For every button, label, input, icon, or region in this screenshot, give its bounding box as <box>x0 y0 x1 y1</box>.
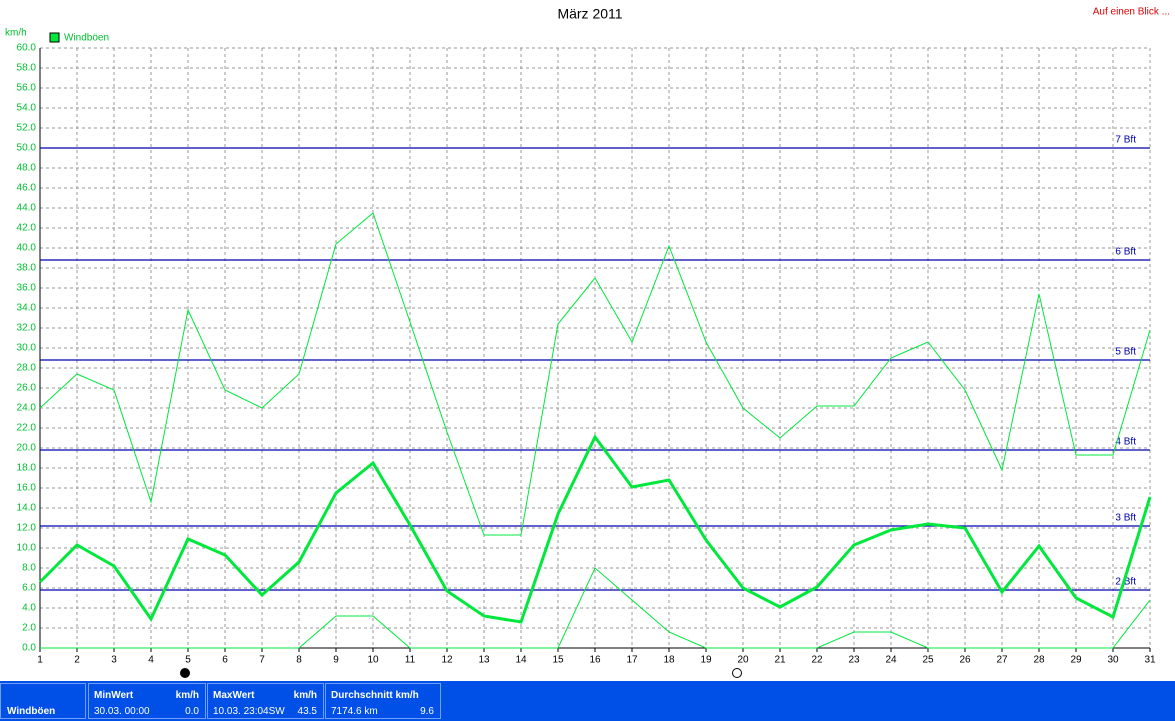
beaufort-label: 2 Bft <box>1115 577 1136 588</box>
x-tick-label: 23 <box>848 655 860 666</box>
beaufort-label: 4 Bft <box>1115 437 1136 448</box>
summary-header: Durchschnitt km/h <box>331 690 419 701</box>
summary-left: 10.03. 23:04SW <box>213 706 285 717</box>
summary-right: 0.0 <box>185 706 199 717</box>
y-tick-label: 56.0 <box>17 83 37 94</box>
overview-link[interactable]: Auf einen Blick ... <box>1093 7 1170 18</box>
y-tick-label: 0.0 <box>22 643 36 654</box>
beaufort-label: 7 Bft <box>1115 135 1136 146</box>
x-tick-label: 14 <box>515 655 527 666</box>
x-tick-label: 10 <box>367 655 379 666</box>
x-tick-label: 13 <box>478 655 490 666</box>
y-tick-label: 36.0 <box>17 283 37 294</box>
summary-right: 43.5 <box>297 706 317 717</box>
x-tick-label: 1 <box>37 655 43 666</box>
y-tick-label: 52.0 <box>17 123 37 134</box>
summary-left: 7174.6 km <box>331 706 378 717</box>
y-tick-label: 16.0 <box>17 483 37 494</box>
summary-unit: km/h <box>175 690 199 701</box>
summary-cell: MinWert km/h 30.03. 00:00 0.0 <box>88 683 206 719</box>
summary-label: Windböen <box>7 706 56 717</box>
summary-bar: Windböen MinWert km/h 30.03. 00:00 0.0 M… <box>0 681 1175 721</box>
y-tick-label: 60.0 <box>17 43 37 54</box>
y-tick-label: 10.0 <box>17 543 37 554</box>
x-tick-label: 5 <box>185 655 191 666</box>
y-tick-label: 34.0 <box>17 303 37 314</box>
y-tick-label: 46.0 <box>17 183 37 194</box>
x-tick-label: 20 <box>737 655 749 666</box>
x-tick-label: 28 <box>1033 655 1045 666</box>
y-tick-label: 26.0 <box>17 383 37 394</box>
series-line <box>39 212 1151 536</box>
y-tick-label: 20.0 <box>17 443 37 454</box>
x-tick-label: 31 <box>1144 655 1156 666</box>
x-tick-label: 18 <box>663 655 675 666</box>
y-tick-label: 54.0 <box>17 103 37 114</box>
x-tick-label: 30 <box>1107 655 1119 666</box>
legend-label: Windböen <box>64 33 109 44</box>
y-tick-label: 18.0 <box>17 463 37 474</box>
chart-title: März 2011 <box>557 6 622 22</box>
y-tick-label: 40.0 <box>17 243 37 254</box>
x-tick-label: 24 <box>885 655 897 666</box>
x-tick-label: 6 <box>222 655 228 666</box>
x-tick-label: 2 <box>74 655 80 666</box>
x-tick-label: 29 <box>1070 655 1082 666</box>
y-tick-label: 32.0 <box>17 323 37 334</box>
y-tick-label: 42.0 <box>17 223 37 234</box>
y-tick-label: 58.0 <box>17 63 37 74</box>
chart: März 2011 Auf einen Blick ... km/h Windb… <box>5 6 1170 678</box>
summary-cell: MaxWert km/h 10.03. 23:04SW 43.5 <box>207 683 324 719</box>
moon-new <box>180 668 190 678</box>
x-tick-label: 16 <box>589 655 601 666</box>
y-tick-label: 22.0 <box>17 423 37 434</box>
y-tick-label: 50.0 <box>17 143 37 154</box>
y-tick-label: 12.0 <box>17 523 37 534</box>
y-tick-label: 28.0 <box>17 363 37 374</box>
y-tick-label: 4.0 <box>22 603 36 614</box>
x-tick-label: 17 <box>626 655 638 666</box>
summary-label-cell: Windböen <box>0 683 86 719</box>
y-tick-label: 44.0 <box>17 203 37 214</box>
x-tick-label: 26 <box>959 655 971 666</box>
y-tick-label: 14.0 <box>17 503 37 514</box>
x-tick-label: 11 <box>405 655 416 666</box>
beaufort-label: 5 Bft <box>1115 347 1136 358</box>
summary-cell: Durchschnitt km/h 7174.6 km 9.6 <box>325 683 441 719</box>
legend-swatch <box>49 32 60 43</box>
x-tick-label: 21 <box>774 655 786 666</box>
y-tick-label: 6.0 <box>22 583 36 594</box>
summary-header: MinWert <box>94 690 134 701</box>
summary-header: MaxWert <box>213 690 255 701</box>
beaufort-label: 6 Bft <box>1115 247 1136 258</box>
x-tick-label: 3 <box>111 655 117 666</box>
x-tick-label: 9 <box>333 655 339 666</box>
x-tick-label: 27 <box>996 655 1008 666</box>
beaufort-label: 3 Bft <box>1115 513 1136 524</box>
x-tick-label: 19 <box>700 655 712 666</box>
summary-right: 9.6 <box>420 706 434 717</box>
x-tick-label: 4 <box>148 655 154 666</box>
summary-left: 30.03. 00:00 <box>94 706 150 717</box>
x-tick-label: 22 <box>811 655 823 666</box>
x-tick-label: 7 <box>259 655 265 666</box>
moon-full <box>732 668 742 678</box>
y-tick-label: 48.0 <box>17 163 37 174</box>
x-tick-label: 12 <box>441 655 453 666</box>
x-tick-label: 15 <box>552 655 564 666</box>
summary-unit: km/h <box>293 690 317 701</box>
x-tick-label: 8 <box>296 655 302 666</box>
y-tick-label: 24.0 <box>17 403 37 414</box>
y-tick-label: 30.0 <box>17 343 37 354</box>
series-line <box>38 434 1152 624</box>
y-tick-label: 38.0 <box>17 263 37 274</box>
series-line <box>40 567 1151 649</box>
x-tick-label: 25 <box>922 655 934 666</box>
y-axis-label: km/h <box>5 28 27 39</box>
y-tick-label: 8.0 <box>22 563 36 574</box>
y-tick-label: 2.0 <box>22 623 36 634</box>
